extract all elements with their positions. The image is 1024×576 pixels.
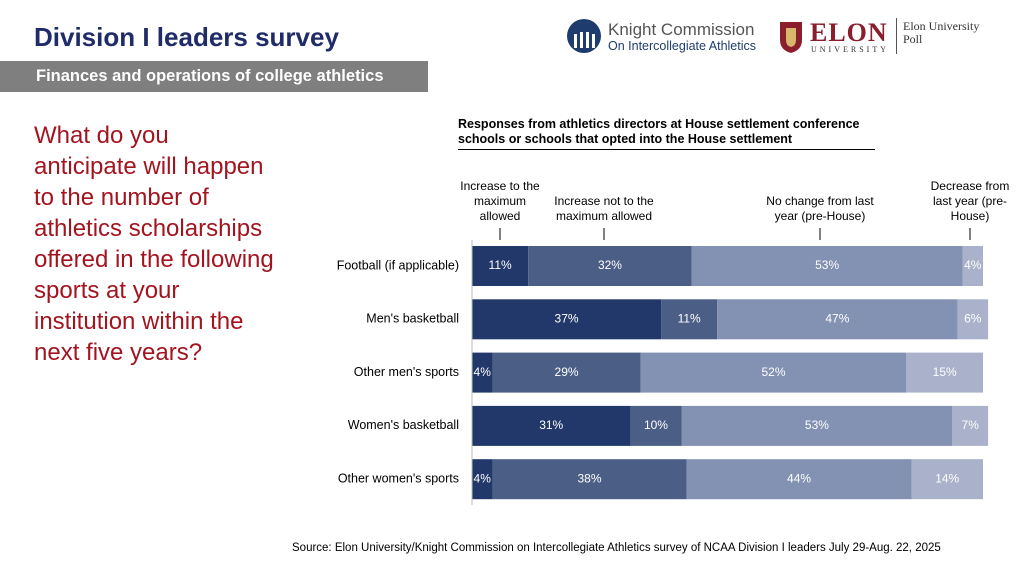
value-label: 10% <box>644 418 668 432</box>
value-label: 31% <box>539 418 563 432</box>
value-label: 4% <box>474 471 492 485</box>
logo-text: Elon University Poll <box>903 20 979 46</box>
bar-segment <box>681 405 953 446</box>
category-label: Men's basketball <box>366 312 459 326</box>
legend-label: Decrease from last year (pre-House) <box>930 179 1010 223</box>
category-label: Other women's sports <box>338 471 459 485</box>
category-label: Women's basketball <box>348 418 459 432</box>
bar-segment <box>957 299 989 340</box>
value-label: 53% <box>805 418 829 432</box>
category-label: Other men's sports <box>354 365 459 379</box>
value-label: 14% <box>935 471 959 485</box>
knight-icon <box>567 19 601 53</box>
logo-text: Knight Commission <box>608 20 755 39</box>
bar-segment <box>528 246 692 286</box>
value-label: 11% <box>678 311 701 325</box>
bar-segment <box>661 299 718 340</box>
chart-title: Responses from athletics directors at Ho… <box>458 117 860 146</box>
bar-segment <box>952 405 989 446</box>
bar-segment <box>911 459 983 500</box>
logo-text: Elon University <box>903 19 980 33</box>
bar-segment <box>492 459 687 500</box>
elon-shield <box>780 22 802 53</box>
value-label: 4% <box>474 365 492 379</box>
value-label: 52% <box>761 365 785 379</box>
slide-subtitle: Finances and operations of college athle… <box>0 61 428 92</box>
bar-segment <box>472 459 493 500</box>
logo-text: ELON <box>810 18 888 47</box>
bar-segment <box>906 352 983 393</box>
legend-label: Increase not to the maximum allowed <box>554 194 654 223</box>
slide-title: Division I leaders survey <box>34 22 339 52</box>
legend-label: Increase to the maximum allowed <box>460 179 540 223</box>
bar-segment <box>630 405 682 446</box>
value-label: 38% <box>578 471 602 485</box>
value-label: 32% <box>598 258 622 272</box>
bar-segment <box>472 246 529 286</box>
bar-segment <box>472 352 493 393</box>
bar-segment <box>717 299 958 340</box>
legend-label: No change from last year (pre-House) <box>766 194 874 223</box>
value-label: 15% <box>933 365 957 379</box>
bar-segment <box>472 405 631 446</box>
value-label: 29% <box>555 365 579 379</box>
bar-segment <box>640 352 907 393</box>
logo-text: UNIVERSITY <box>811 45 889 54</box>
bar-segment <box>686 459 912 500</box>
value-label: 44% <box>787 471 811 485</box>
value-label: 47% <box>825 311 849 325</box>
category-label: Football (if applicable) <box>337 258 459 272</box>
divider <box>896 18 897 54</box>
logo-text: On Intercollegiate Athletics <box>608 39 756 53</box>
value-label: 53% <box>815 258 839 272</box>
bar-segment <box>962 246 983 286</box>
value-label: 4% <box>964 258 982 272</box>
bar-segment <box>492 352 641 393</box>
bar-segment <box>691 246 963 286</box>
title-rule <box>458 149 875 150</box>
bar-segment <box>472 299 662 340</box>
value-label: 6% <box>964 311 982 325</box>
question: What do you anticipate will happen to th… <box>34 122 274 366</box>
source-note: Source: Elon University/Knight Commissio… <box>292 542 941 554</box>
value-label: 37% <box>555 311 579 325</box>
value-label: 7% <box>962 418 980 432</box>
value-label: 11% <box>489 258 512 272</box>
logo-text: Poll <box>903 32 923 46</box>
